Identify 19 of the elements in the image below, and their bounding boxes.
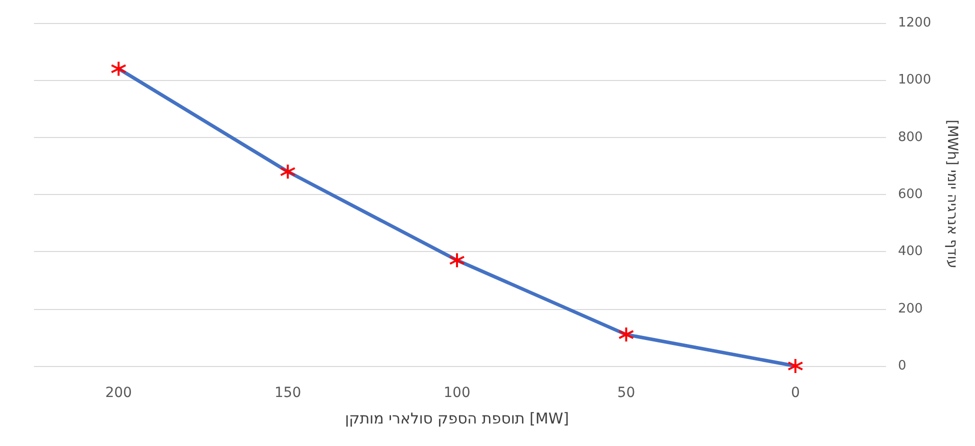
x-tick-label: 100 [444,385,470,401]
point [110,60,127,77]
point [280,164,296,180]
point [787,358,804,374]
x-tick-label: 150 [274,385,302,401]
y-tick-label: 400 [898,244,923,260]
y-axis-title: עודף אנרגיה יומי [MWh] [944,120,960,268]
x-tick-label: 50 [617,385,636,401]
x-tick-label: 200 [105,385,132,401]
y-tick-label: 600 [898,187,923,202]
x-axis-title: תוספת הספק סולארי מותקן [MW] [344,410,570,428]
y-tick-label: 1000 [898,72,932,88]
y-tick-label: 0 [898,358,906,374]
y-tick-label: 1200 [898,16,932,30]
point [618,326,634,343]
y-tick-label: 200 [898,301,923,316]
x-tick-label: 0 [790,385,800,401]
point [449,252,465,268]
y-tick-label: 800 [898,130,923,145]
